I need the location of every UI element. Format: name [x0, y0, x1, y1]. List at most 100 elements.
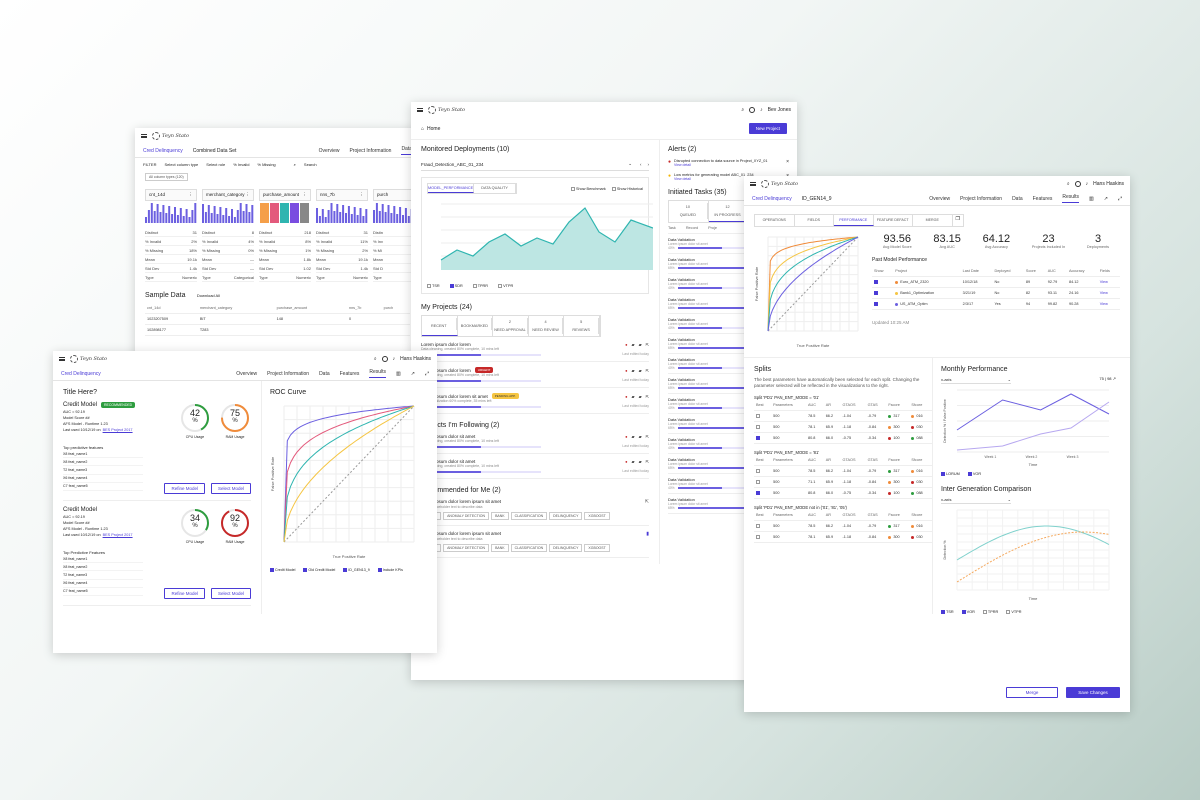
- table-header[interactable]: GTAS: [865, 455, 887, 466]
- table-header[interactable]: Parameters: [771, 400, 806, 411]
- column-card[interactable]: merchant_category ⋮ Distinct 8% Invalid 4%% …: [202, 189, 254, 282]
- inter-axis-select[interactable]: x-axis ⌄: [941, 497, 1011, 504]
- expand-icon[interactable]: ⤢: [424, 370, 429, 377]
- download-all-link[interactable]: Download All: [196, 293, 220, 298]
- deployment-selector[interactable]: Fraud_Detection_ABC_01_234 ⌄ ‹ ›: [421, 161, 649, 171]
- table-header[interactable]: GTAOS: [840, 455, 866, 466]
- task-column-header[interactable]: Record: [685, 226, 699, 230]
- prev-icon[interactable]: ‹: [640, 161, 642, 167]
- alert-link[interactable]: View detail: [674, 163, 691, 167]
- open-icon[interactable]: ⇱: [645, 393, 649, 399]
- table-cell[interactable]: View: [1097, 287, 1120, 299]
- best-checkbox[interactable]: [756, 469, 760, 473]
- table-header[interactable]: purch: [381, 303, 410, 314]
- table-header[interactable]: Fscore: [886, 455, 910, 466]
- task-item[interactable]: Data Validation Lorem ipsum dolor sit ame…: [668, 374, 789, 394]
- close-icon[interactable]: ×: [786, 159, 789, 165]
- tab-features[interactable]: Features: [1032, 195, 1053, 202]
- table-header[interactable]: AR: [823, 455, 841, 466]
- tab-data[interactable]: Data: [401, 146, 412, 155]
- best-checkbox[interactable]: [756, 480, 760, 484]
- column-type-select[interactable]: Select column type: [164, 162, 199, 167]
- menu-icon[interactable]: [750, 182, 756, 186]
- project-item[interactable]: Lorem ipsum dolor sit amet ● ▰ ▰ ⇱ Data clean…: [421, 454, 649, 479]
- chat-icon[interactable]: ▰: [638, 367, 642, 373]
- table-header[interactable]: Fscore: [886, 400, 910, 411]
- open-icon[interactable]: ⇱: [645, 342, 649, 347]
- show-checkbox[interactable]: [874, 302, 878, 306]
- table-header[interactable]: AR: [823, 400, 841, 411]
- tag-chip[interactable]: XGBOOST: [584, 512, 610, 520]
- help-icon[interactable]: [1074, 181, 1081, 187]
- task-column-header[interactable]: Proje: [708, 226, 717, 230]
- breadcrumb-project[interactable]: Cred Delinquency: [143, 147, 183, 154]
- results-subtab[interactable]: FIELDS: [795, 215, 834, 226]
- role-select[interactable]: Select role: [206, 162, 226, 167]
- next-icon[interactable]: ›: [647, 161, 650, 167]
- user-menu[interactable]: Hans Haskins: [1093, 181, 1124, 187]
- table-header[interactable]: Sfcore: [909, 510, 932, 521]
- search-icon[interactable]: ⌕: [741, 107, 745, 113]
- task-item[interactable]: Data Validation Lorem ipsum dolor sit ame…: [668, 294, 789, 314]
- filter-chip[interactable]: All column types (120): [145, 173, 188, 181]
- task-tab[interactable]: 10 QUEUED: [669, 201, 709, 222]
- user-menu[interactable]: Hans Haskins: [400, 356, 431, 362]
- table-header[interactable]: AUC: [1045, 266, 1067, 277]
- legend-old-credit-model[interactable]: Old Credit Model: [303, 568, 335, 573]
- chart-icon[interactable]: ▥: [396, 370, 401, 377]
- task-item[interactable]: Data Validation Lorem ipsum dolor sit ame…: [668, 414, 789, 434]
- more-icon[interactable]: ⋮: [302, 192, 308, 197]
- table-header[interactable]: Best: [754, 455, 772, 466]
- project-tab[interactable]: RECENT: [422, 316, 458, 336]
- new-project-button[interactable]: New Project: [748, 123, 787, 134]
- tag-chip[interactable]: BANK: [491, 512, 509, 520]
- table-header[interactable]: Sfcore: [909, 455, 932, 466]
- column-card[interactable]: purchase_amount ⋮ Distinct 218% Invalid 8%% …: [259, 189, 311, 282]
- task-item[interactable]: Data Validation Lorem ipsum dolor sit ame…: [668, 454, 789, 474]
- missing-select[interactable]: % Missing: [257, 162, 276, 167]
- table-header[interactable]: nns_7b: [346, 303, 382, 314]
- recommended-item[interactable]: Lorem ipsum dolor lorem ipsum sit amet ▮ L…: [421, 526, 649, 558]
- monthly-zoom[interactable]: 75 | 98 ↗: [1099, 376, 1116, 381]
- recommended-item[interactable]: Lorem ipsum dolor lorem ipsum sit amet ⇱ L…: [421, 494, 649, 526]
- select-model-button[interactable]: Select Model: [210, 482, 251, 494]
- comment-icon[interactable]: ▰: [631, 434, 635, 439]
- task-item[interactable]: Data Validation Lorem ipsum dolor sit ame…: [668, 474, 789, 494]
- legend-vtpr[interactable]: VTPR: [498, 284, 513, 288]
- task-column-header[interactable]: Task: [668, 226, 676, 230]
- legend-vtpr[interactable]: VTPR: [1006, 610, 1021, 614]
- task-item[interactable]: Data Validation Lorem ipsum dolor sit ame…: [668, 274, 789, 294]
- task-item[interactable]: Data Validation Lorem ipsum dolor sit ame…: [668, 334, 789, 354]
- breadcrumb-project[interactable]: Cred Delinquency: [61, 370, 101, 377]
- legend-lorum[interactable]: LORUM: [941, 472, 960, 476]
- table-header[interactable]: Best: [754, 400, 772, 411]
- table-header[interactable]: GTAS: [865, 400, 887, 411]
- breadcrumb-project[interactable]: Cred Delinquency: [752, 195, 792, 202]
- table-header[interactable]: Parameters: [771, 510, 806, 521]
- refine-model-button[interactable]: Refine Model: [164, 482, 205, 494]
- tag-chip[interactable]: DELINQUENCY: [549, 512, 583, 520]
- tab-data[interactable]: Data: [1012, 195, 1023, 202]
- legend-sdr[interactable]: SDR: [449, 284, 463, 288]
- best-checkbox[interactable]: [756, 524, 760, 528]
- last-used-link[interactable]: BES Project 2017: [102, 428, 133, 432]
- tag-chip[interactable]: CLASSIFICATION: [510, 544, 548, 552]
- legend-id-gen[interactable]: ID_GEN13_9: [343, 568, 370, 573]
- table-header[interactable]: merchant_category: [197, 303, 275, 314]
- tab-features[interactable]: Features: [339, 370, 360, 377]
- bookmark-icon[interactable]: ▮: [646, 531, 649, 537]
- more-icon[interactable]: ⋮: [245, 192, 251, 197]
- menu-icon[interactable]: [141, 134, 147, 138]
- save-changes-button[interactable]: Save Changes: [1066, 687, 1120, 698]
- column-card[interactable]: nns_7b ⋮ Distinct 31 % Invalid 11% % Missing 2%…: [316, 189, 368, 282]
- tab-results[interactable]: Results: [1062, 194, 1080, 203]
- tag-chip[interactable]: ANOMALY DETECTION: [443, 544, 490, 552]
- bell-icon[interactable]: ♪: [392, 356, 396, 362]
- chat-icon[interactable]: ▰: [638, 459, 642, 464]
- monthly-axis-select[interactable]: x-axis ⌄: [941, 377, 1011, 384]
- search-input[interactable]: Search: [303, 162, 317, 167]
- export-icon[interactable]: ↗: [410, 370, 415, 377]
- merge-button[interactable]: Merge: [1006, 687, 1058, 698]
- comment-icon[interactable]: ▰: [631, 342, 635, 347]
